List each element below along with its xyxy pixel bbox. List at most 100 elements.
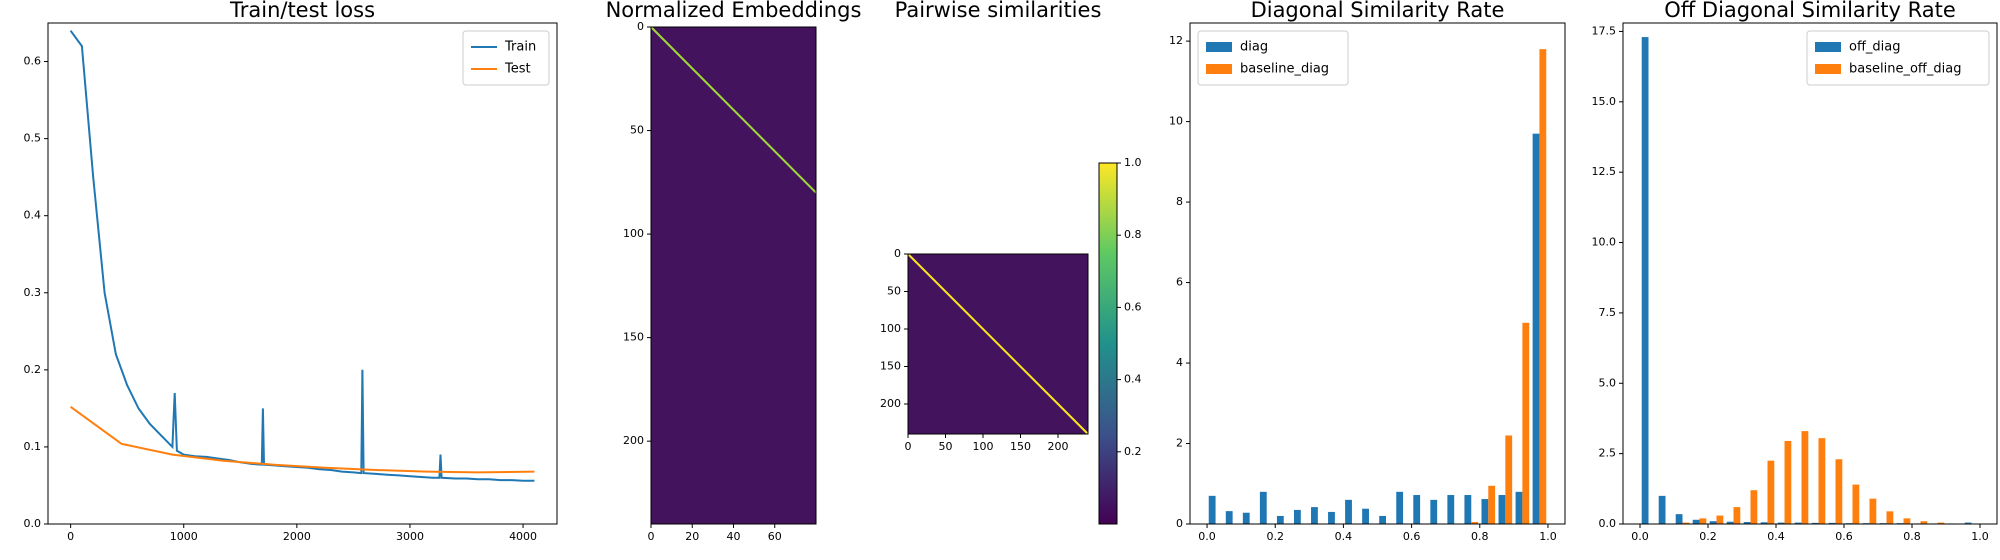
colorbar xyxy=(1098,162,1118,525)
hist-bar xyxy=(1464,495,1472,524)
y-tick-label: 6 xyxy=(1176,276,1183,289)
hist-bar xyxy=(1869,498,1877,524)
hist-bar xyxy=(1811,522,1819,524)
legend-label: diag xyxy=(1240,40,1268,55)
heatmap-diagonal xyxy=(650,26,817,194)
hist-bar xyxy=(1903,518,1911,524)
chart-title: Diagonal Similarity Rate xyxy=(1251,0,1505,22)
x-tick-label: 20 xyxy=(685,530,699,543)
y-tick-label: 0.3 xyxy=(24,286,42,299)
x-tick-label: 1.0 xyxy=(1539,530,1557,543)
legend-box xyxy=(1806,30,1990,86)
hist-bar xyxy=(1852,484,1860,524)
hist-bar xyxy=(1682,522,1690,524)
hist-bar xyxy=(1488,485,1496,524)
y-tick-label: 2.5 xyxy=(1599,447,1617,460)
hist-bar xyxy=(1471,521,1479,524)
x-tick-label: 100 xyxy=(973,440,994,453)
hist-bar xyxy=(1242,512,1250,524)
y-tick-label: 0.5 xyxy=(24,132,42,145)
x-tick-label: 60 xyxy=(768,530,782,543)
hist-bar xyxy=(1733,507,1741,524)
hist-bar xyxy=(1515,491,1523,524)
axes-frame xyxy=(1189,22,1566,525)
y-tick-label: 5.0 xyxy=(1599,376,1617,389)
x-tick-label: 0.6 xyxy=(1835,530,1853,543)
hist-bar xyxy=(1293,509,1301,524)
y-tick-label: 0 xyxy=(1176,517,1183,530)
x-tick-label: 0.0 xyxy=(1198,530,1216,543)
hist-bar xyxy=(1767,460,1775,524)
hist-bar xyxy=(1726,521,1734,524)
y-tick-label: 0.1 xyxy=(24,440,42,453)
hist-bar xyxy=(1379,515,1387,524)
hist-bar xyxy=(1801,431,1809,524)
hist-bar xyxy=(1498,495,1506,524)
y-tick-label: 50 xyxy=(887,285,901,298)
hist-bar xyxy=(1699,518,1707,524)
hist-bar xyxy=(1522,322,1530,524)
hist-bar xyxy=(1532,133,1540,524)
hist-bar xyxy=(1937,522,1945,524)
x-tick-label: 40 xyxy=(727,530,741,543)
x-tick-label: 0.2 xyxy=(1266,530,1284,543)
hist-bar xyxy=(1692,519,1700,524)
hist-bar xyxy=(1362,508,1369,524)
hist-bar xyxy=(1886,511,1894,524)
x-tick-label: 1.0 xyxy=(1971,530,1989,543)
x-tick-label: 0.4 xyxy=(1335,530,1353,543)
y-tick-label: 4 xyxy=(1176,356,1183,369)
chart-title: Train/test loss xyxy=(229,0,375,22)
hist-bar xyxy=(1276,515,1284,524)
hist-bar xyxy=(1328,511,1335,524)
y-tick-label: 7.5 xyxy=(1599,306,1617,319)
series-line xyxy=(70,405,535,474)
legend-swatch xyxy=(1815,42,1841,52)
y-tick-label: 0 xyxy=(637,20,644,33)
axes-frame xyxy=(1622,22,1998,525)
legend-label: baseline_off_diag xyxy=(1849,62,1961,77)
hist-bar xyxy=(1396,491,1404,524)
y-tick-label: 0.0 xyxy=(1599,517,1617,530)
x-tick-label: 50 xyxy=(939,440,953,453)
chart-title: Off Diagonal Similarity Rate xyxy=(1664,0,1956,22)
x-tick-label: 0.8 xyxy=(1471,530,1489,543)
x-tick-label: 0.2 xyxy=(1699,530,1717,543)
y-tick-label: 12.5 xyxy=(1592,165,1617,178)
hist-bar xyxy=(1481,499,1489,524)
x-tick-label: 0 xyxy=(67,530,74,543)
x-tick-label: 0 xyxy=(905,440,912,453)
legend-box xyxy=(1197,30,1349,86)
hist-bar xyxy=(1709,521,1717,524)
colorbar-tick-label: 0.4 xyxy=(1124,373,1142,386)
hist-bar xyxy=(1794,522,1802,524)
hist-bar xyxy=(1743,522,1751,524)
hist-bar xyxy=(1311,507,1318,524)
y-tick-label: 0.6 xyxy=(24,55,42,68)
x-tick-label: 200 xyxy=(1048,440,1069,453)
y-tick-label: 8 xyxy=(1176,195,1183,208)
y-tick-label: 200 xyxy=(623,434,644,447)
y-tick-label: 100 xyxy=(623,227,644,240)
hist-bar xyxy=(1750,490,1758,524)
y-tick-label: 12 xyxy=(1169,34,1183,47)
y-tick-label: 10 xyxy=(1169,115,1183,128)
legend-label: Train xyxy=(504,40,536,55)
y-tick-label: 0.4 xyxy=(24,209,42,222)
heatmap-image xyxy=(651,27,816,524)
hist-bar xyxy=(1828,522,1836,524)
y-tick-label: 2 xyxy=(1176,437,1183,450)
y-tick-label: 150 xyxy=(623,331,644,344)
legend-label: baseline_diag xyxy=(1240,62,1329,77)
hist-bar xyxy=(1920,521,1928,524)
x-tick-label: 3000 xyxy=(396,530,424,543)
legend-label: off_diag xyxy=(1849,40,1901,55)
hist-bar xyxy=(1345,499,1352,524)
y-tick-label: 100 xyxy=(880,322,901,335)
x-tick-label: 0.4 xyxy=(1767,530,1785,543)
hist-bar xyxy=(1658,495,1666,524)
x-tick-label: 0 xyxy=(648,530,655,543)
y-tick-label: 0 xyxy=(894,247,901,260)
hist-bar xyxy=(1430,499,1438,524)
